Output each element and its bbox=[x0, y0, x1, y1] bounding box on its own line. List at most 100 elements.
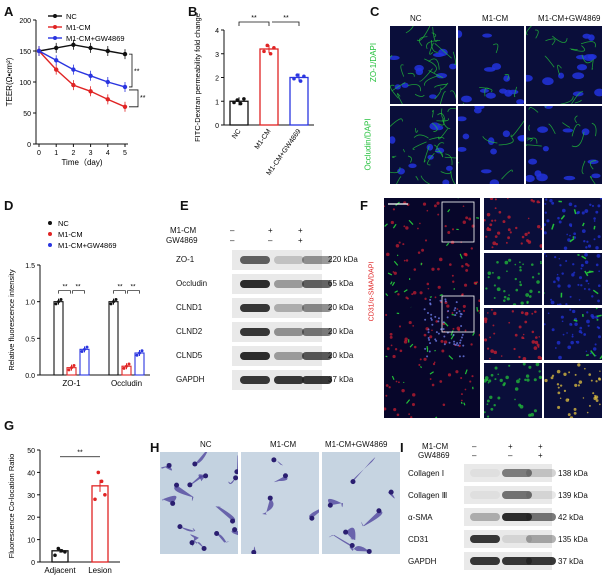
sma-fiber bbox=[429, 371, 434, 375]
sig-label-d: ** bbox=[130, 284, 136, 291]
dapi-speck bbox=[430, 317, 433, 320]
blot-band bbox=[302, 376, 332, 384]
bar-d bbox=[53, 301, 64, 376]
data-point-d bbox=[112, 300, 115, 304]
data-point-d bbox=[125, 364, 128, 368]
chart-d: 0.0 0.5 1.0 1.5 Relative fluorescence intens… bbox=[7, 219, 150, 388]
fiber-shape bbox=[420, 175, 431, 184]
micro-speck bbox=[518, 261, 521, 264]
micro-speck bbox=[494, 235, 498, 238]
cd31-speck bbox=[436, 201, 440, 205]
micro-speck bbox=[531, 330, 535, 334]
cell-nucleus bbox=[271, 457, 277, 463]
blot-size-label: 138 kDa bbox=[558, 469, 588, 478]
fiber-shape bbox=[548, 123, 556, 135]
cd31-speck bbox=[431, 329, 433, 332]
micro-speck bbox=[497, 373, 500, 376]
dapi-speck bbox=[444, 300, 447, 303]
e-mark-2: + bbox=[268, 226, 273, 235]
fiber-shape bbox=[440, 171, 452, 175]
micrograph-h-1 bbox=[160, 452, 238, 554]
micro-speck bbox=[595, 399, 599, 402]
cell-shape bbox=[328, 534, 353, 547]
legend-label-d: M1-CM+GW4869 bbox=[58, 241, 117, 250]
data-point-d bbox=[135, 353, 139, 357]
cell-nucleus bbox=[166, 462, 172, 468]
micro-speck bbox=[574, 322, 578, 326]
e-cond-m1: M1-CM bbox=[170, 226, 197, 235]
micro-speck bbox=[572, 309, 576, 314]
fiber-shape bbox=[434, 43, 452, 59]
fiber-shape bbox=[415, 128, 419, 133]
micro-fiber bbox=[595, 308, 598, 310]
micro-speck bbox=[513, 347, 516, 351]
nucleus-shape bbox=[397, 168, 405, 175]
nucleus-shape bbox=[487, 137, 495, 146]
micro-speck bbox=[497, 396, 501, 400]
micro-speck bbox=[558, 303, 562, 305]
fiber-shape bbox=[447, 108, 456, 112]
fiber-shape bbox=[574, 115, 578, 123]
micro-speck bbox=[533, 346, 538, 350]
nucleus-shape bbox=[429, 94, 437, 99]
nucleus-shape bbox=[542, 145, 549, 152]
nucleus-shape bbox=[542, 77, 554, 86]
sma-fiber bbox=[464, 369, 468, 375]
cd31-speck bbox=[423, 357, 427, 361]
cd31-speck bbox=[417, 251, 421, 254]
cd31-speck bbox=[462, 309, 466, 313]
micro-speck bbox=[514, 263, 517, 266]
blot-size-label: 135 kDa bbox=[558, 535, 588, 544]
data-point-d bbox=[140, 349, 144, 353]
micro-speck bbox=[489, 198, 494, 201]
tick-label-y-d: 0.5 bbox=[25, 336, 35, 343]
micro-speck bbox=[574, 204, 577, 208]
panel-c-row-zo1: ZO-1/DAPI bbox=[369, 42, 379, 83]
micro-speck bbox=[557, 405, 561, 409]
micro-speck bbox=[491, 219, 494, 222]
fiber-shape bbox=[418, 36, 428, 47]
blot-band bbox=[302, 328, 332, 336]
micro-speck bbox=[537, 272, 540, 275]
micrograph-f-s4 bbox=[544, 253, 602, 305]
micro-speck bbox=[533, 378, 537, 382]
blot-band bbox=[526, 557, 556, 565]
fiber-shape bbox=[436, 118, 449, 122]
micro-speck bbox=[554, 347, 557, 349]
cd31-speck bbox=[435, 320, 438, 323]
blot-protein-label: CLND2 bbox=[176, 327, 203, 336]
sig-label-b: ** bbox=[283, 15, 289, 22]
tick-label-x-d: Occludin bbox=[111, 379, 142, 388]
micro-speck bbox=[597, 326, 601, 330]
fiber-shape bbox=[407, 72, 415, 77]
sig-bracket-d bbox=[72, 290, 85, 294]
cd31-speck bbox=[433, 361, 436, 364]
micro-speck bbox=[578, 380, 583, 384]
micro-speck bbox=[556, 273, 559, 276]
panel-f: CD31/α-SMA/DAPI bbox=[368, 198, 616, 418]
cell-nucleus bbox=[214, 531, 220, 537]
micro-speck bbox=[566, 233, 568, 236]
tick-label-y-g: 30 bbox=[27, 493, 35, 500]
micro-speck bbox=[556, 340, 561, 345]
cd31-speck bbox=[464, 329, 467, 332]
micro-speck bbox=[557, 303, 559, 305]
panel-h-header-nc: NC bbox=[200, 440, 212, 449]
micro-speck bbox=[520, 301, 524, 305]
fiber-shape bbox=[400, 64, 405, 77]
micro-speck bbox=[526, 301, 529, 304]
micro-speck bbox=[569, 295, 572, 298]
cell-nucleus bbox=[376, 508, 382, 514]
micro-speck bbox=[593, 220, 596, 222]
micro-speck bbox=[545, 255, 548, 257]
panel-c: NC M1-CM M1-CM+GW4869 ZO-1/DAPI Occludin… bbox=[364, 10, 616, 185]
cd31-speck bbox=[443, 340, 448, 344]
micro-speck bbox=[598, 270, 601, 273]
blot-band bbox=[240, 328, 270, 336]
micro-speck bbox=[539, 260, 542, 263]
panel-label-c: C bbox=[370, 4, 380, 19]
nucleus-shape bbox=[572, 91, 584, 97]
nucleus-shape bbox=[594, 88, 602, 97]
fiber-shape bbox=[526, 26, 532, 36]
micrograph-c-1 bbox=[390, 26, 456, 104]
